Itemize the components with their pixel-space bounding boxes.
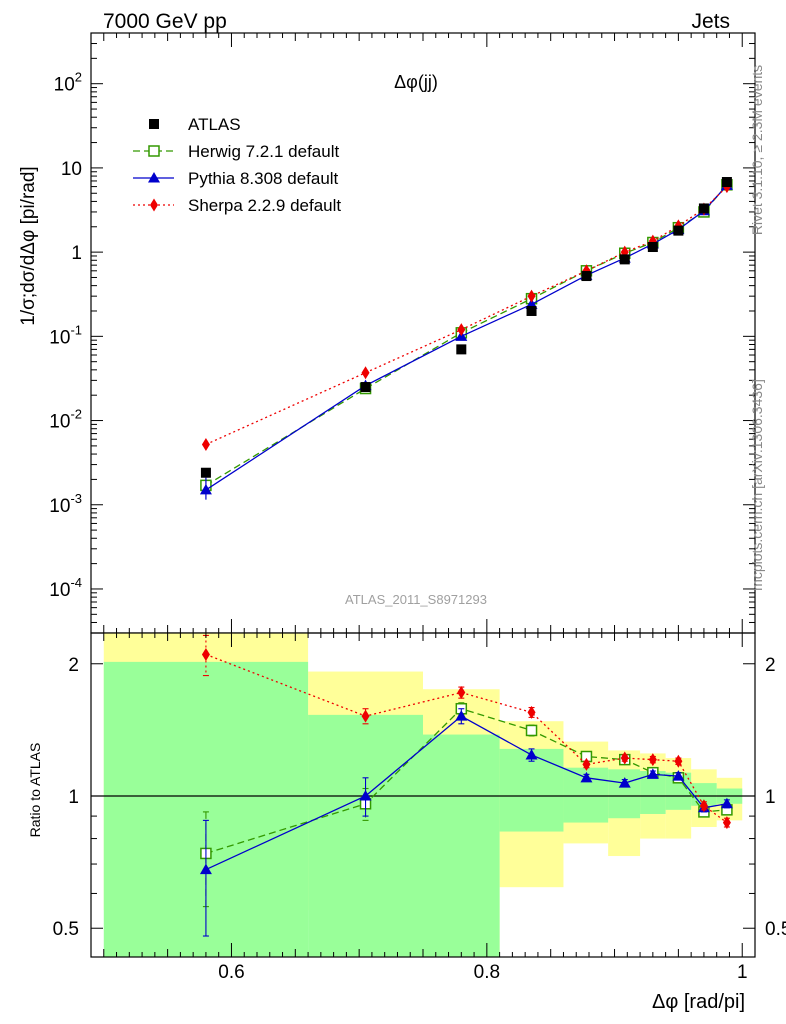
main-panel: 10-4 10-3 10-2 10-1 1 10 102 Δφ(jj) ATLAS_2011… [49, 32, 756, 634]
x-axis-label: Δφ [rad/pi] [652, 991, 745, 1013]
pythia-ratio-series [199, 708, 733, 937]
uncertainty-band-inner [423, 734, 500, 957]
x-tick-label: 0.8 [474, 962, 500, 983]
ratio-y-tick-label: 2 [68, 655, 79, 676]
uncertainty-band-inner [499, 748, 564, 832]
pythia-ratio-point [580, 771, 593, 783]
legend: ATLAS Herwig 7.2.1 default Pythia 8.308 de… [133, 115, 341, 215]
sherpa-ratio-point [674, 754, 683, 768]
legend-marker [149, 119, 159, 129]
main-y-tick-label: 10-1 [49, 322, 82, 348]
sherpa-series [201, 180, 731, 451]
ratio-panel: 0.5 0.5 1 1 2 2 0.6 0.8 1 [53, 33, 786, 983]
side-label-bottom: mcplots.cern.ch [arXiv:1306.3436] [749, 379, 765, 591]
x-ticks: 0.6 0.8 1 [103, 33, 748, 983]
legend-marker [148, 145, 160, 157]
sherpa-ratio-point [527, 705, 536, 719]
sherpa-ratio-point [648, 753, 657, 767]
sherpa-point [527, 289, 536, 303]
atlas-point [581, 271, 592, 282]
herwig-series [200, 179, 733, 492]
ratio-y-ticks: 0.5 0.5 1 1 2 2 [53, 655, 786, 940]
atlas-point [698, 203, 709, 214]
main-y-tick-label: 10-4 [49, 575, 82, 601]
sherpa-ratio-point [457, 686, 466, 700]
ratio-y-tick-label-right: 1 [765, 787, 776, 808]
sherpa-line [205, 186, 728, 446]
legend-label: Herwig 7.2.1 default [188, 142, 339, 161]
pythia-line [205, 184, 728, 491]
atlas-point [526, 305, 537, 316]
atlas-point [673, 225, 684, 236]
atlas-point [200, 467, 211, 478]
ratio-bands [103, 633, 743, 957]
pythia-series [199, 179, 733, 500]
legend-entry-herwig: Herwig 7.2.1 default [133, 142, 339, 161]
ratio-series [199, 634, 733, 937]
sherpa-ratio-point [722, 816, 731, 830]
atlas-point [619, 254, 630, 265]
atlas-point [647, 242, 658, 253]
main-y-tick-label: 10-2 [49, 407, 82, 433]
atlas-series [200, 177, 732, 478]
atlas-point [456, 344, 467, 355]
pythia-ratio-point [618, 777, 631, 788]
legend-label: ATLAS [188, 115, 241, 134]
main-y-tick-label: 102 [54, 70, 82, 96]
pythia-ratio-point [455, 710, 468, 721]
sherpa-ratio-point [361, 709, 370, 723]
uncertainty-band-inner [308, 714, 423, 957]
x-tick-label: 1 [737, 962, 748, 983]
uncertainty-band-inner [608, 769, 641, 819]
main-series [199, 177, 733, 500]
sherpa-ratio-line [205, 653, 728, 824]
header-left: 7000 GeV pp [103, 10, 227, 33]
pythia-ratio-point [525, 748, 538, 760]
legend-entry-atlas: ATLAS [149, 115, 241, 134]
ratio-y-tick-label-right: 2 [765, 655, 776, 676]
header-right: Jets [691, 10, 730, 33]
atlas-point [721, 177, 732, 188]
plot-title: Δφ(jj) [394, 72, 438, 92]
pythia-ratio-point [359, 789, 372, 801]
main-y-ticks: 10-4 10-3 10-2 10-1 1 10 102 [49, 32, 755, 634]
sherpa-ratio-point [620, 751, 629, 765]
herwig-ratio-point [525, 724, 538, 737]
sherpa-point [361, 366, 370, 380]
ratio-y-axis-label: Ratio to ATLAS [27, 743, 43, 838]
legend-label: Pythia 8.308 default [188, 169, 339, 188]
legend-marker [148, 172, 160, 183]
sherpa-point [201, 437, 210, 451]
side-label-top: Rivet 3.1.10, ≥ 2.3M events [749, 65, 765, 235]
sherpa-ratio-point [699, 799, 708, 813]
x-tick-label: 0.6 [218, 962, 244, 983]
y-axis-label: 1/σ;dσ/dΔφ [pi/rad] [18, 166, 39, 325]
legend-entry-sherpa: Sherpa 2.2.9 default [133, 196, 341, 215]
pythia-ratio-point [672, 770, 685, 781]
pythia-ratio-line [205, 715, 728, 871]
ratio-y-tick-label: 0.5 [53, 919, 79, 940]
sherpa-point [457, 323, 466, 337]
pythia-ratio-point [720, 797, 733, 809]
sherpa-ratio-point [201, 647, 210, 661]
pythia-ratio-point [199, 863, 212, 875]
pythia-point [199, 483, 212, 495]
main-y-tick-label: 10 [61, 159, 82, 180]
main-y-tick-label: 1 [71, 243, 82, 264]
legend-marker [150, 198, 158, 212]
atlas-point [360, 382, 371, 393]
pythia-ratio-point [646, 768, 659, 779]
sherpa-ratio-point [582, 757, 591, 771]
ratio-y-tick-label: 1 [68, 787, 79, 808]
watermark: ATLAS_2011_S8971293 [345, 592, 487, 607]
sherpa-ratio-series [201, 634, 731, 830]
ratio-y-tick-label-right: 0.5 [765, 919, 786, 940]
legend-label: Sherpa 2.2.9 default [188, 196, 341, 215]
main-y-tick-label: 10-3 [49, 491, 82, 517]
legend-entry-pythia: Pythia 8.308 default [133, 169, 339, 188]
